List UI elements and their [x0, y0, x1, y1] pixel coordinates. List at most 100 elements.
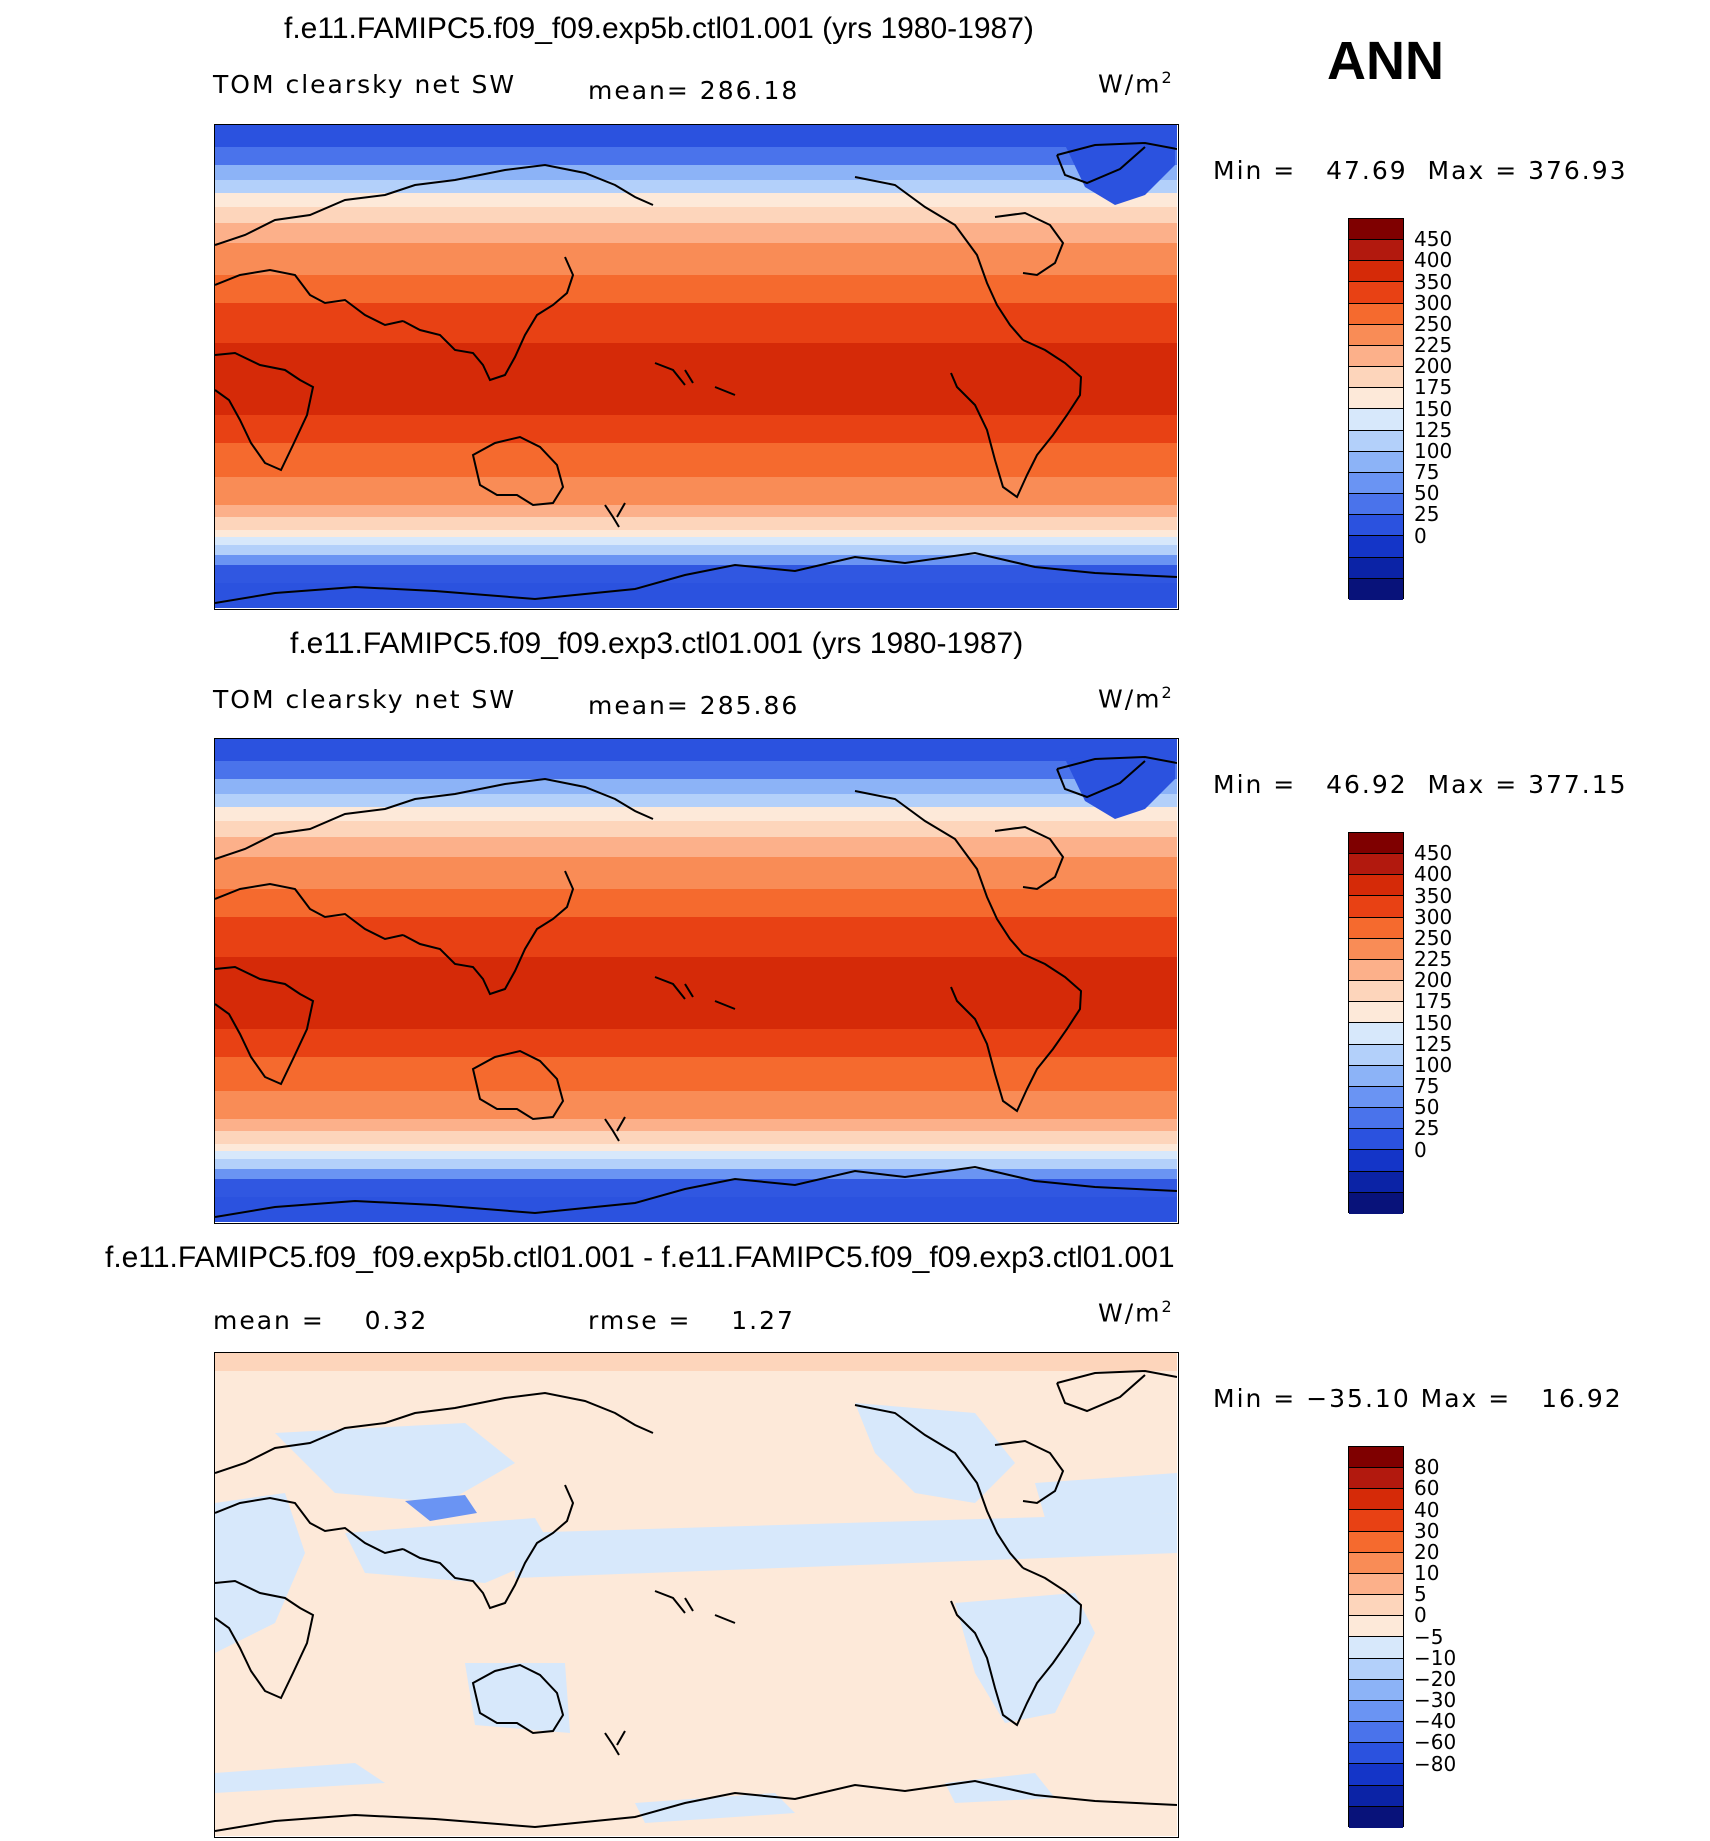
colorbar-tick-label: 40 [1414, 1497, 1440, 1522]
difference-negative-region [955, 1593, 1095, 1723]
antarctica-coastline [215, 1779, 1177, 1832]
coastline [994, 211, 1065, 277]
antarctica-coastline [215, 1165, 1177, 1218]
difference-negative-region [275, 1423, 515, 1503]
coastline [402, 870, 575, 996]
colorbar-segment [1349, 409, 1403, 431]
colorbar-tick-label: 30 [1414, 1518, 1440, 1543]
colorbar-segment [1349, 854, 1403, 876]
colorbar-tick-label: 250 [1414, 925, 1453, 950]
map-contour-band [215, 1131, 1177, 1144]
colorbar-tick-label: −40 [1414, 1709, 1457, 1734]
colorbar-segment [1349, 833, 1403, 855]
coastline [215, 1496, 404, 1555]
colorbar-segment [1349, 1806, 1403, 1828]
map-contour-band [215, 477, 1177, 505]
difference-negative-region [635, 1793, 795, 1823]
panel-3-map [214, 1352, 1179, 1838]
colorbar-tick-label: 100 [1414, 1052, 1453, 1077]
colorbar-tick-label: 400 [1414, 248, 1453, 273]
colorbar-tick-label: 225 [1414, 947, 1453, 971]
colorbar-segment [1349, 430, 1403, 452]
antarctica-coastline [215, 551, 1177, 604]
map-contour-band [215, 207, 1177, 223]
coastline [950, 953, 1083, 1113]
colorbar-tick-label: 175 [1414, 989, 1453, 1014]
greenland-contour [1065, 140, 1175, 205]
colorbar-segment [1349, 1743, 1403, 1765]
panel-3-minmax: Min = −35.10 Max = 16.92 [1213, 1384, 1623, 1413]
colorbar-tick-label: 75 [1414, 1074, 1440, 1098]
map-contour-band [215, 1159, 1177, 1169]
colorbar-tick-label: 200 [1414, 968, 1453, 993]
coastline [215, 882, 404, 941]
coastline [471, 435, 565, 507]
colorbar-tick-label: 225 [1414, 333, 1453, 357]
colorbar-tick-label: 450 [1414, 227, 1453, 252]
difference-strong-negative-region [405, 1495, 477, 1521]
colorbar-segment [1349, 1447, 1403, 1469]
difference-negative-region [855, 1403, 1015, 1503]
colorbar-segment [1349, 896, 1403, 918]
map-contour-band [215, 443, 1177, 477]
colorbar-segment [1349, 1573, 1403, 1596]
colorbar-segment [1349, 1510, 1403, 1532]
map-contour-band [215, 794, 1177, 807]
colorbar-segment [1349, 261, 1403, 283]
colorbar-tick-label: 125 [1414, 417, 1453, 442]
coastline [854, 790, 1024, 955]
colorbar-segment [1349, 1044, 1403, 1066]
colorbar-segment [1349, 1129, 1403, 1151]
colorbar-tick-label: 100 [1414, 438, 1453, 463]
map-contour-band [215, 537, 1177, 545]
colorbar-segment [1349, 240, 1403, 262]
colorbar-segment [1349, 367, 1403, 389]
panel-2-colorbar [1348, 832, 1404, 1214]
antarctic-contour [215, 565, 1177, 608]
panel-3-title: f.e11.FAMIPC5.f09_f09.exp5b.ctl01.001 - … [105, 1241, 1175, 1274]
map-contour-band [215, 505, 1177, 517]
map-contour-band [215, 223, 1177, 243]
coastline [994, 825, 1065, 891]
colorbar-tick-label: 20 [1414, 1539, 1440, 1564]
colorbar-segment [1349, 345, 1403, 368]
coastline [654, 1590, 736, 1624]
coastline [950, 339, 1083, 499]
colorbar-segment [1349, 1086, 1403, 1109]
colorbar-tick-label: −80 [1414, 1751, 1457, 1776]
colorbar-segment [1349, 1489, 1403, 1511]
coastline [604, 1730, 626, 1756]
colorbar-segment [1349, 451, 1403, 473]
panel-3-units: W/m2 [1098, 1297, 1174, 1328]
colorbar-segment [1349, 1722, 1403, 1744]
colorbar-tick-label: −60 [1414, 1730, 1457, 1755]
panel-1-mean: mean= 286.18 [588, 76, 800, 105]
coastline [471, 1663, 565, 1735]
coastline [215, 351, 315, 472]
colorbar-tick-label: 25 [1414, 502, 1440, 527]
coastline [654, 362, 736, 396]
colorbar-segment [1349, 1700, 1403, 1723]
difference-negative-region [465, 1663, 570, 1733]
coastline [215, 268, 404, 327]
coastline [1056, 755, 1177, 799]
difference-negative-region [515, 1513, 1177, 1578]
coastline [402, 256, 575, 382]
coastline [215, 1391, 654, 1474]
colorbar-tick-label: −30 [1414, 1688, 1457, 1712]
panel-2-minmax: Min = 46.92 Max = 377.15 [1213, 770, 1628, 799]
colorbar-segment [1349, 1023, 1403, 1045]
colorbar-segment [1349, 875, 1403, 897]
coastline [215, 965, 315, 1086]
map-contour-band [215, 1029, 1177, 1057]
colorbar-segment [1349, 1595, 1403, 1617]
colorbar-tick-label: 50 [1414, 1095, 1440, 1120]
difference-negative-region [1035, 1473, 1177, 1518]
map-contour-band [215, 761, 1177, 779]
colorbar-segment [1349, 219, 1403, 241]
coastline [604, 1116, 626, 1142]
colorbar-tick-label: 350 [1414, 883, 1453, 908]
colorbar-segment [1349, 515, 1403, 537]
map-contour-band [215, 821, 1177, 837]
coastline [654, 976, 736, 1010]
